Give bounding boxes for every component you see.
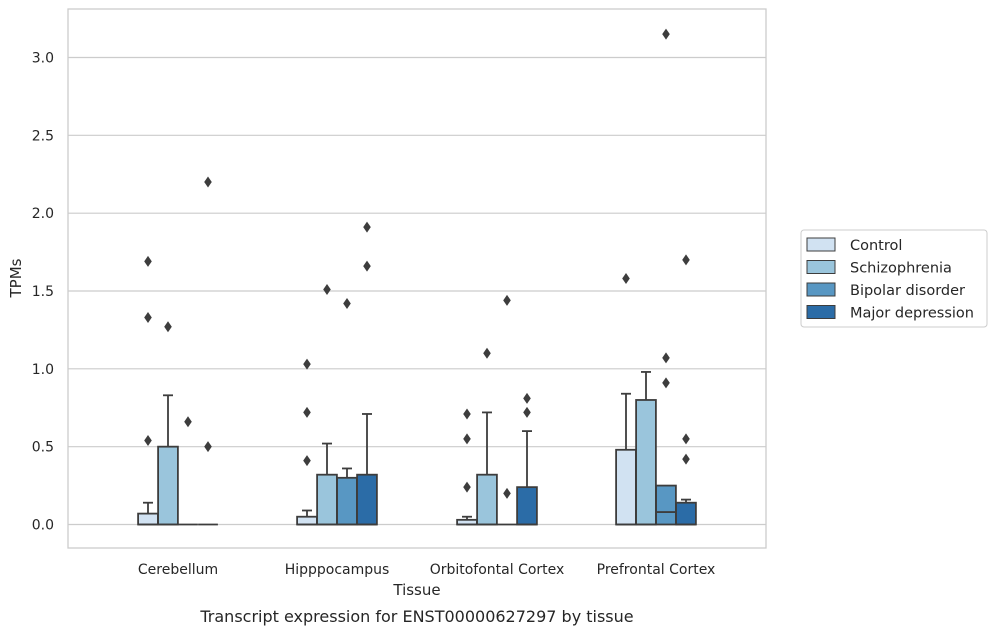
outlier-point xyxy=(303,406,311,418)
x-tick-label: Cerebellum xyxy=(138,562,218,578)
outlier-point xyxy=(204,441,212,453)
outlier-point xyxy=(483,347,491,359)
outlier-point xyxy=(682,433,690,445)
outlier-point xyxy=(503,294,511,306)
outlier-point xyxy=(662,352,670,364)
outlier-point xyxy=(463,481,471,493)
box-schizophrenia xyxy=(635,371,657,526)
y-tick-label: 1.0 xyxy=(32,362,54,378)
box xyxy=(516,486,538,526)
plot-frame xyxy=(67,8,767,549)
outlier-point xyxy=(144,434,152,446)
x-axis-label: Tissue xyxy=(392,581,440,599)
outlier-point xyxy=(622,273,630,285)
outlier-point xyxy=(662,377,670,389)
outlier-point xyxy=(204,176,212,188)
x-tick-label: Prefrontal Cortex xyxy=(597,562,716,578)
box xyxy=(296,515,318,526)
outlier-point xyxy=(343,297,351,309)
box xyxy=(356,473,378,526)
outlier-point xyxy=(184,416,192,428)
box-major-depression xyxy=(356,413,378,526)
box-control xyxy=(456,515,478,526)
box-control xyxy=(137,501,159,526)
y-tick-label: 2.0 xyxy=(32,206,54,222)
outlier-point xyxy=(303,455,311,467)
y-tick-label: 0.0 xyxy=(32,518,54,534)
y-axis-label: TPMs xyxy=(7,258,25,298)
box xyxy=(635,399,657,526)
outlier-point xyxy=(662,28,670,40)
outlier-point xyxy=(463,408,471,420)
legend-label: Bipolar disorder xyxy=(850,283,965,299)
box-bipolar-disorder xyxy=(336,467,358,526)
box xyxy=(316,473,338,526)
box-control xyxy=(615,392,637,526)
box-layer xyxy=(137,371,697,526)
outlier-point xyxy=(363,221,371,233)
outlier-point xyxy=(144,311,152,323)
outlier-point xyxy=(144,255,152,267)
box-schizophrenia xyxy=(316,442,338,526)
outlier-point xyxy=(164,321,172,333)
outlier-point xyxy=(682,453,690,465)
box xyxy=(655,484,677,526)
legend-items: Control Schizophrenia Bipolar disorder Majo… xyxy=(806,237,974,322)
legend-label: Control xyxy=(850,238,902,254)
outlier-point xyxy=(523,406,531,418)
legend-swatch xyxy=(806,260,836,274)
box xyxy=(336,476,358,526)
outlier-point xyxy=(682,254,690,266)
chart-caption: Transcript expression for ENST0000062729… xyxy=(199,607,633,626)
box xyxy=(157,445,179,526)
legend: Control Schizophrenia Bipolar disorder Majo… xyxy=(800,229,988,328)
box xyxy=(615,448,637,526)
outlier-point xyxy=(523,392,531,404)
box xyxy=(137,512,159,526)
outlier-point xyxy=(463,433,471,445)
x-tick-label: Hipppocampus xyxy=(285,562,390,578)
box xyxy=(476,473,498,526)
x-tick-labels: Cerebellum Hipppocampus Orbitofontal Corte… xyxy=(138,562,715,578)
outlier-point xyxy=(503,487,511,499)
legend-swatch xyxy=(806,237,836,252)
legend-swatch xyxy=(806,305,836,319)
box-schizophrenia xyxy=(157,394,179,526)
box xyxy=(675,501,697,526)
outlier-point xyxy=(303,358,311,370)
y-tick-label: 2.5 xyxy=(32,128,54,144)
box-control xyxy=(296,509,318,526)
y-tick-labels: 0.0 0.5 1.0 1.5 2.0 2.5 3.0 xyxy=(32,51,54,534)
box-bipolar-disorder xyxy=(655,484,677,526)
legend-swatch xyxy=(806,282,836,297)
legend-frame xyxy=(800,229,988,328)
y-tick-label: 0.5 xyxy=(32,440,54,456)
y-tick-label: 3.0 xyxy=(32,51,54,67)
legend-label: Major depression xyxy=(850,306,974,322)
grid-lines xyxy=(68,56,766,526)
y-tick-label: 1.5 xyxy=(32,284,54,300)
box-major-depression xyxy=(675,498,697,526)
outlier-point xyxy=(323,283,331,295)
legend-label: Schizophrenia xyxy=(850,261,952,277)
box-schizophrenia xyxy=(476,411,498,526)
box-major-depression xyxy=(516,430,538,526)
outlier-point xyxy=(363,260,371,272)
x-tick-label: Orbitofontal Cortex xyxy=(430,562,565,578)
outlier-layer xyxy=(144,28,690,499)
